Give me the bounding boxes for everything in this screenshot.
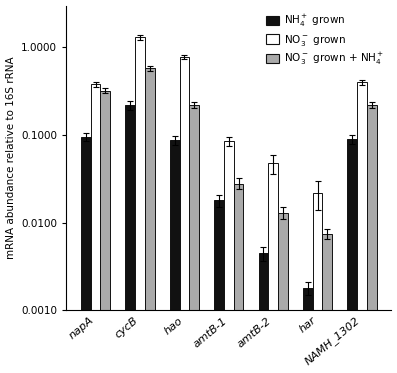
Bar — [179, 57, 189, 373]
Bar — [313, 193, 322, 373]
Bar — [214, 200, 224, 373]
Bar — [234, 184, 243, 373]
Bar — [170, 140, 179, 373]
Bar — [278, 213, 288, 373]
Bar — [135, 37, 145, 373]
Bar — [268, 163, 278, 373]
Bar — [322, 234, 332, 373]
Bar — [224, 141, 234, 373]
Bar — [347, 139, 357, 373]
Y-axis label: mRNA abundance relative to 16S rRNA: mRNA abundance relative to 16S rRNA — [6, 57, 15, 259]
Bar — [100, 91, 110, 373]
Bar — [367, 105, 377, 373]
Bar — [81, 137, 91, 373]
Bar — [91, 84, 100, 373]
Bar — [258, 253, 268, 373]
Bar — [303, 288, 313, 373]
Bar — [125, 105, 135, 373]
Legend: NH$_4^+$ grown, NO$_3^-$ grown, NO$_3^-$ grown + NH$_4^+$: NH$_4^+$ grown, NO$_3^-$ grown, NO$_3^-$… — [264, 11, 386, 69]
Bar — [189, 105, 199, 373]
Bar — [145, 68, 155, 373]
Bar — [357, 82, 367, 373]
